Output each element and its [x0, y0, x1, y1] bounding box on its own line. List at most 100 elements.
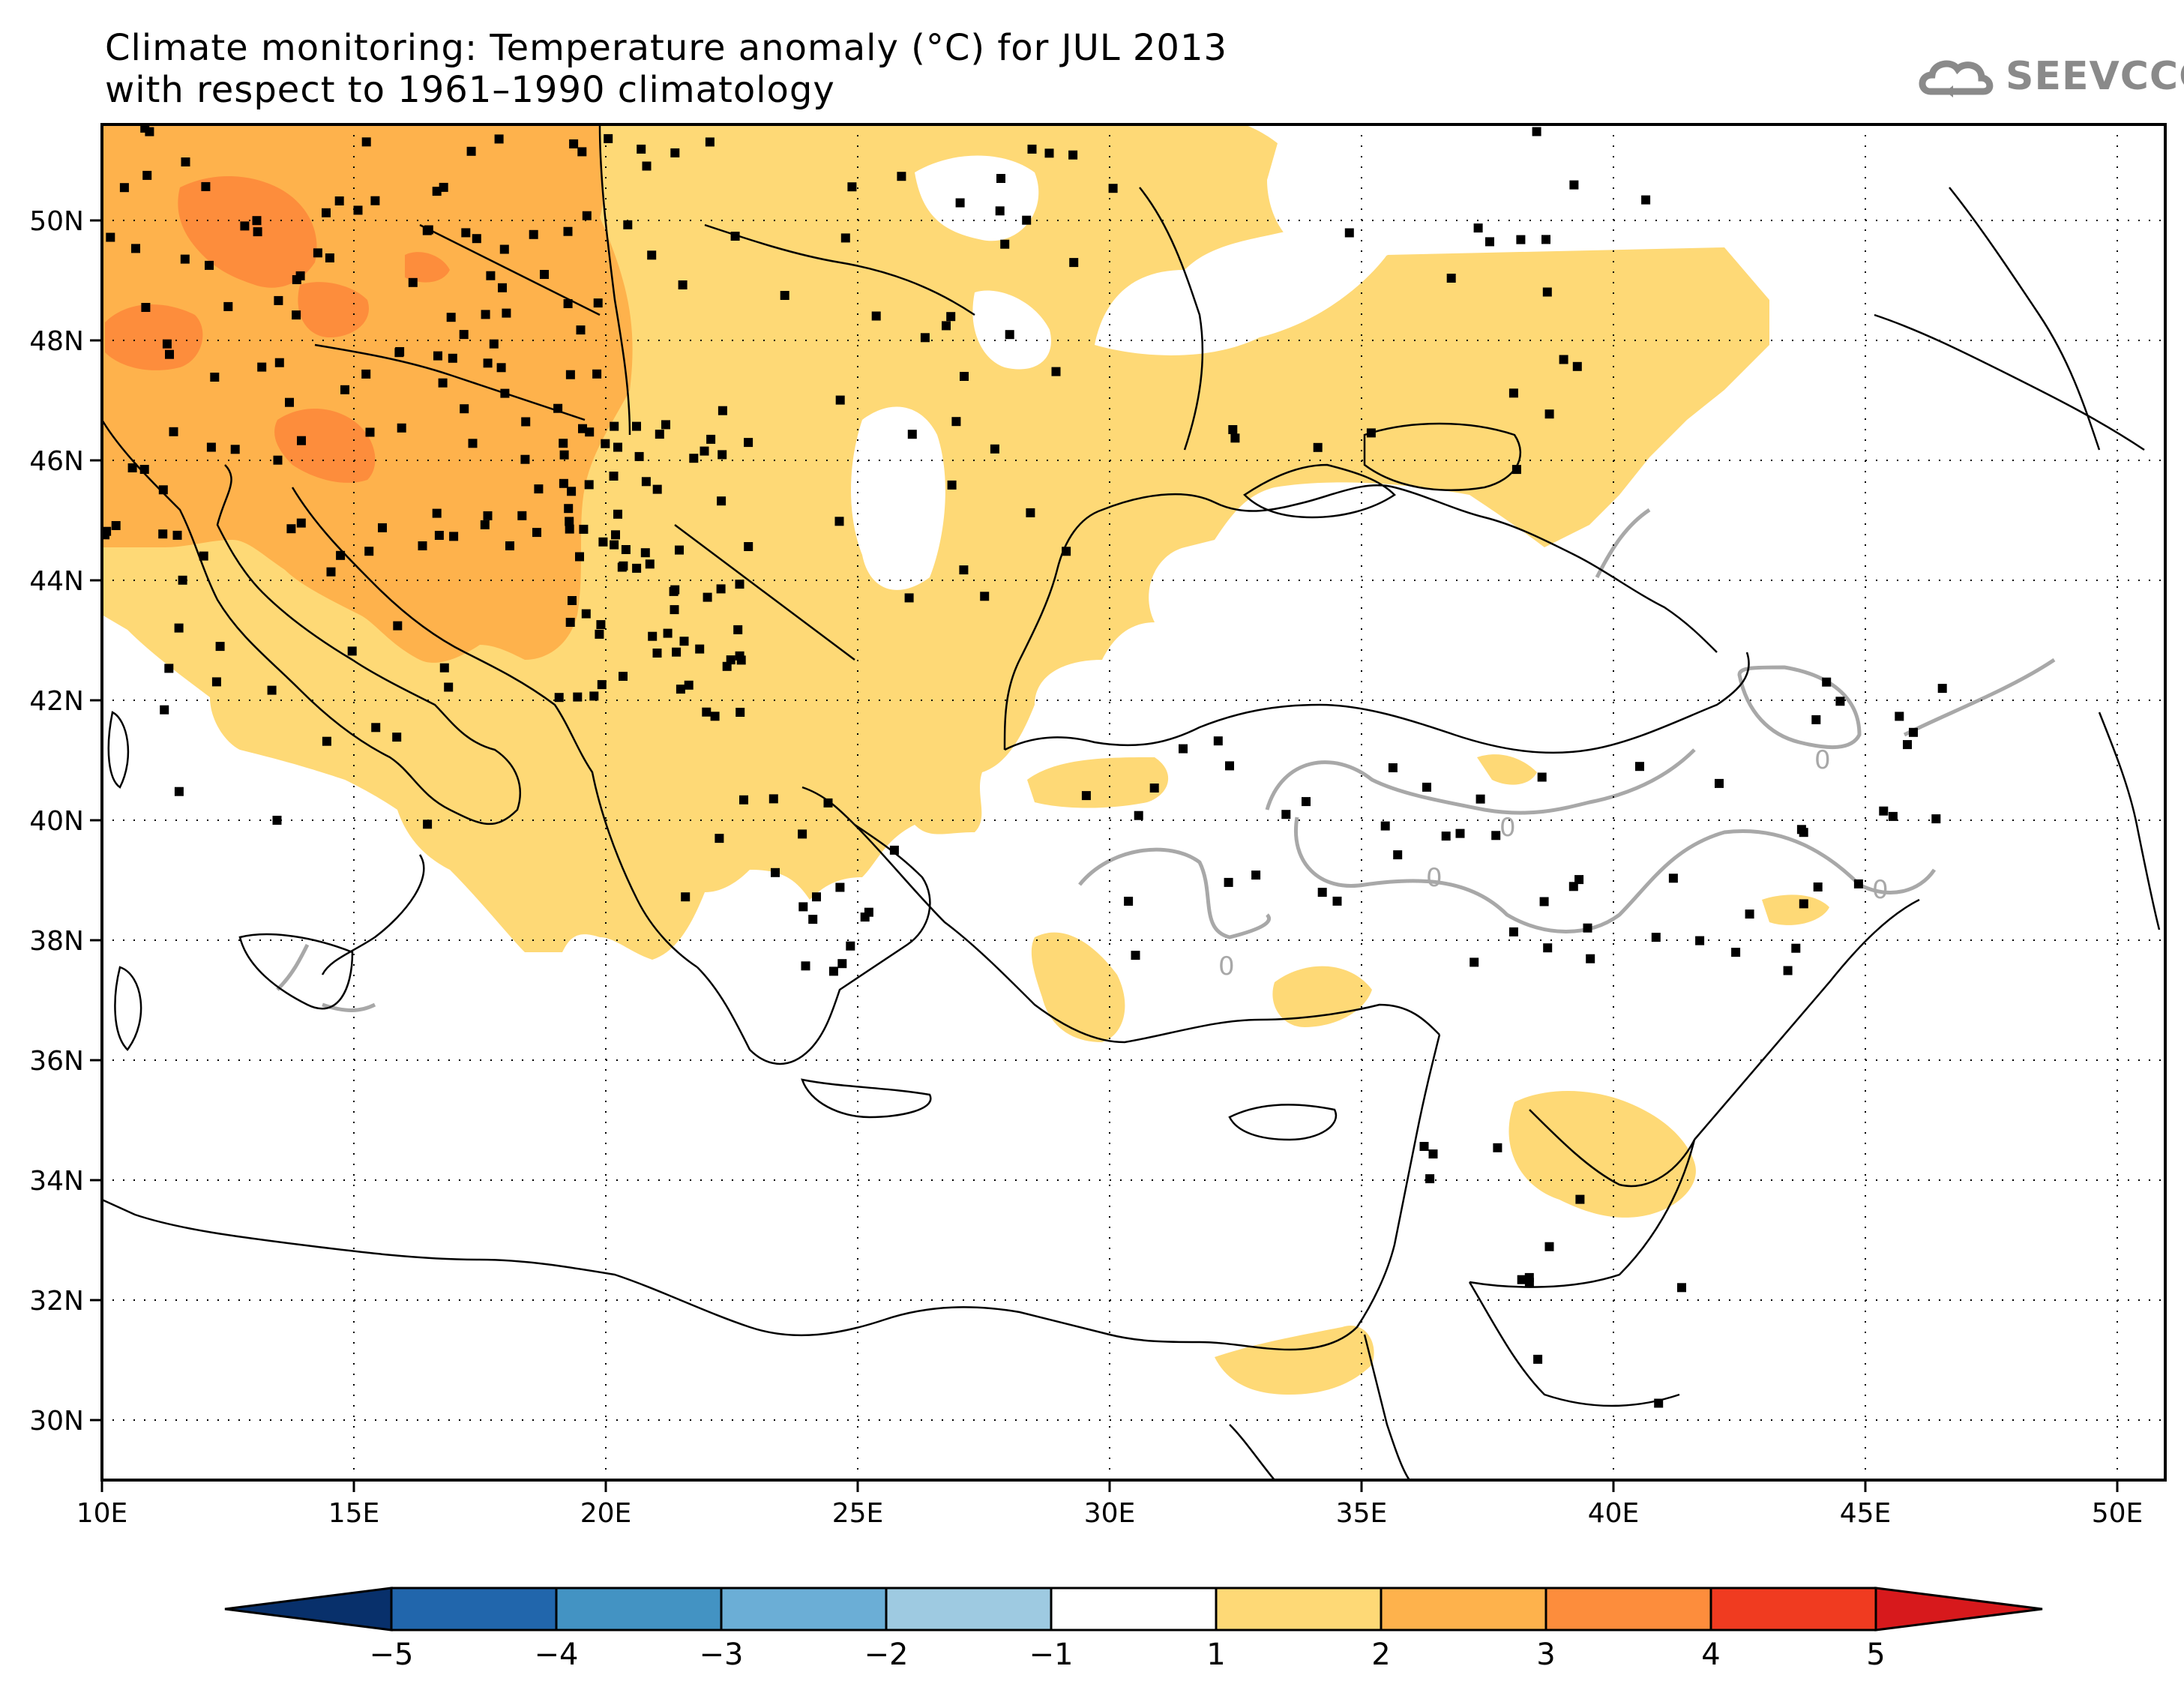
station-marker — [1005, 330, 1014, 340]
colorbar-segment — [1380, 1587, 1547, 1632]
station-marker — [1569, 180, 1579, 190]
station-marker — [460, 404, 469, 414]
station-marker — [1811, 715, 1821, 724]
station-marker — [486, 271, 496, 280]
station-marker — [959, 565, 969, 575]
station-marker — [1537, 772, 1547, 782]
colorbar-label: 2 — [1371, 1638, 1390, 1672]
station-marker — [812, 892, 821, 902]
station-marker — [444, 682, 454, 692]
anomaly-region-3-4 — [405, 252, 450, 283]
station-markers — [100, 123, 1947, 1408]
station-marker — [771, 867, 780, 877]
station-marker — [610, 421, 619, 431]
station-marker — [684, 680, 694, 690]
lat-tick-label: 48N — [29, 326, 84, 357]
station-marker — [1251, 870, 1261, 880]
station-marker — [145, 127, 154, 136]
station-marker — [581, 609, 591, 619]
station-marker — [568, 596, 577, 605]
station-marker — [563, 299, 573, 308]
station-marker — [1108, 184, 1118, 193]
station-marker — [1428, 1149, 1438, 1159]
station-marker — [652, 484, 662, 494]
station-marker — [1344, 228, 1354, 238]
station-marker — [835, 882, 845, 892]
colorbar-segment — [555, 1587, 723, 1632]
station-marker — [744, 542, 753, 551]
station-marker — [169, 427, 178, 436]
station-marker — [837, 959, 847, 969]
station-marker — [502, 308, 511, 318]
station-marker — [267, 685, 277, 695]
station-marker — [823, 798, 833, 808]
station-marker — [257, 362, 267, 372]
logo-text: SEEVCCC — [2006, 54, 2184, 99]
station-marker — [1559, 355, 1568, 364]
station-marker — [947, 480, 957, 490]
station-marker — [1149, 784, 1159, 793]
station-marker — [648, 631, 658, 641]
lon-tick-label: 30E — [1084, 1498, 1136, 1529]
station-marker — [102, 526, 112, 536]
station-marker — [960, 372, 969, 381]
station-marker — [1544, 1242, 1554, 1251]
colorbar-label: −1 — [1029, 1638, 1074, 1672]
station-marker — [1179, 744, 1188, 754]
station-marker — [1583, 923, 1592, 933]
station-marker — [111, 521, 121, 530]
lon-tick-label: 10E — [76, 1498, 128, 1529]
station-marker — [681, 892, 691, 902]
station-marker — [142, 170, 152, 180]
map-title-line2: with respect to 1961–1990 climatology — [105, 69, 835, 111]
station-marker — [408, 277, 418, 287]
station-marker — [1517, 1275, 1526, 1284]
station-marker — [576, 325, 586, 335]
station-marker — [1313, 442, 1323, 452]
station-marker — [871, 311, 881, 321]
station-marker — [695, 644, 705, 654]
station-marker — [593, 298, 603, 308]
station-marker — [432, 508, 442, 518]
station-marker — [632, 421, 641, 431]
station-marker — [675, 545, 684, 555]
station-marker — [1508, 388, 1518, 398]
station-marker — [1835, 697, 1845, 706]
cloud-icon — [1919, 60, 1994, 97]
station-marker — [565, 618, 575, 627]
station-marker — [702, 707, 712, 717]
station-marker — [1909, 727, 1918, 737]
station-marker — [494, 134, 504, 144]
station-marker — [559, 478, 568, 488]
station-marker — [619, 672, 628, 681]
station-marker — [1544, 409, 1554, 419]
station-marker — [1796, 825, 1806, 835]
station-marker — [517, 511, 527, 520]
station-marker — [158, 485, 168, 495]
station-marker — [438, 378, 448, 388]
station-marker — [498, 283, 507, 292]
station-marker — [718, 450, 727, 460]
station-marker — [722, 661, 732, 671]
station-marker — [273, 455, 283, 465]
station-marker — [904, 593, 914, 603]
station-marker — [361, 137, 371, 147]
station-marker — [1791, 943, 1801, 953]
colorbar-label: 5 — [1866, 1638, 1885, 1672]
colorbar-segment — [224, 1587, 393, 1632]
station-marker — [597, 680, 607, 690]
station-marker — [1051, 367, 1061, 376]
station-marker — [1425, 1174, 1435, 1184]
station-marker — [1022, 215, 1032, 225]
station-marker — [907, 430, 917, 439]
colorbar-segment — [720, 1587, 888, 1632]
station-marker — [201, 181, 211, 191]
station-marker — [393, 621, 403, 631]
lat-tick-label: 44N — [29, 566, 84, 597]
station-marker — [1224, 877, 1233, 887]
station-marker — [640, 548, 650, 558]
station-marker — [371, 723, 381, 733]
station-marker — [689, 454, 699, 463]
station-marker — [178, 575, 187, 585]
station-marker — [864, 907, 873, 917]
